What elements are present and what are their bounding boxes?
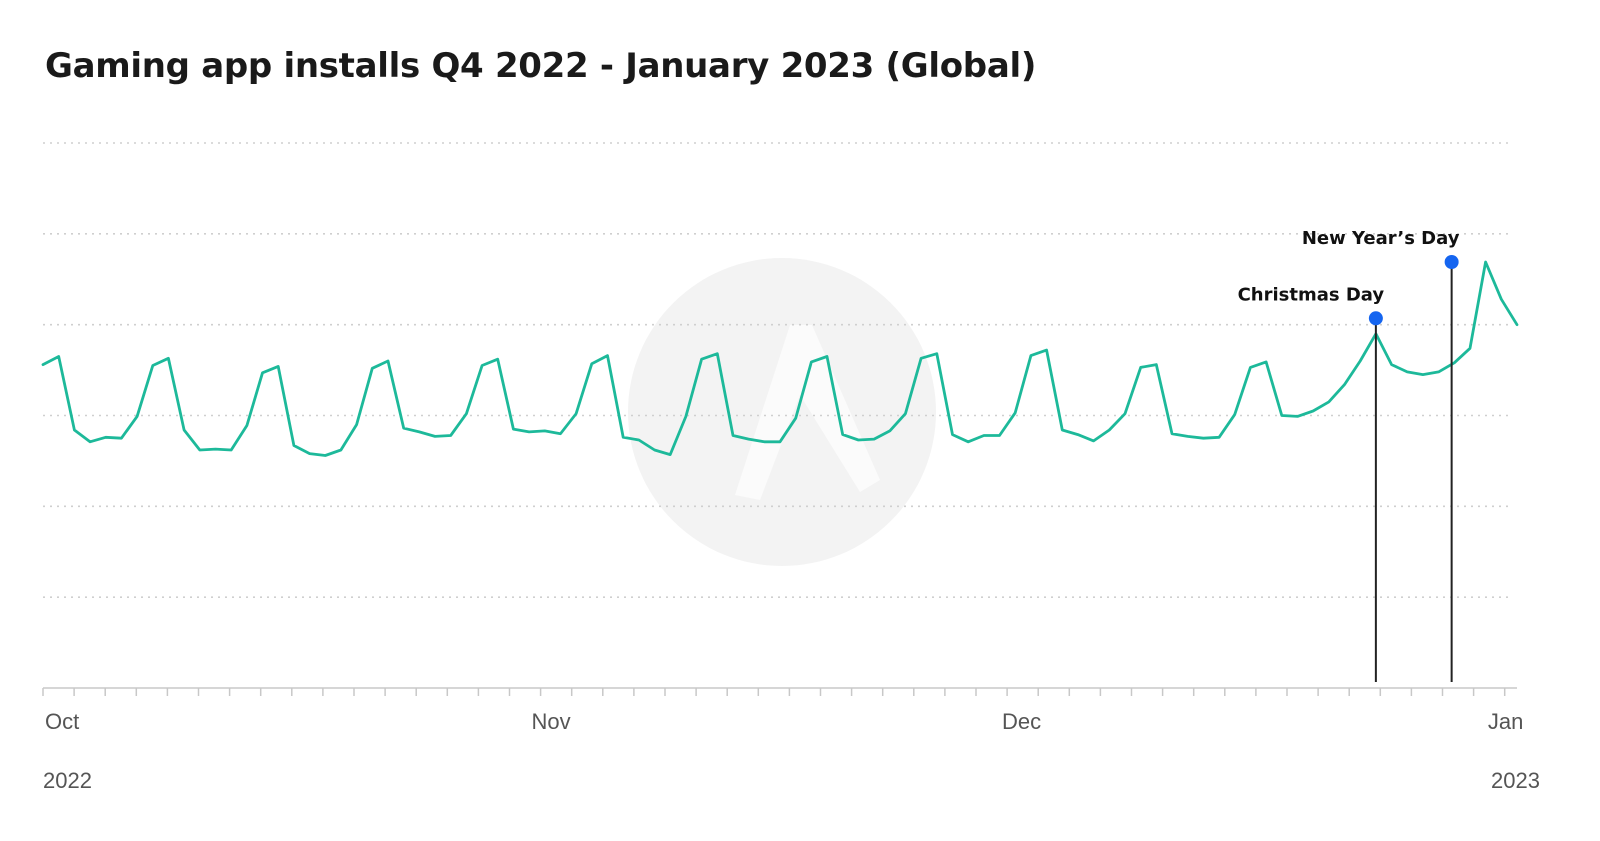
watermark-logo-glyph <box>735 325 880 500</box>
x-year-label: 2023 <box>1491 768 1540 793</box>
x-year-label: 2022 <box>43 768 92 793</box>
annotation-label: New Year’s Day <box>1302 228 1460 249</box>
x-tick-label: Oct <box>45 709 79 734</box>
x-tick-label: Jan <box>1488 709 1523 734</box>
annotation-marker[interactable] <box>1368 311 1383 326</box>
chart-title: Gaming app installs Q4 2022 - January 20… <box>45 46 1037 86</box>
annotation-label: Christmas Day <box>1238 284 1385 305</box>
annotation-marker[interactable] <box>1444 254 1459 269</box>
x-tick-label: Dec <box>1002 709 1041 734</box>
installs-series-line <box>41 260 1519 457</box>
x-tick-label: Nov <box>532 709 571 734</box>
